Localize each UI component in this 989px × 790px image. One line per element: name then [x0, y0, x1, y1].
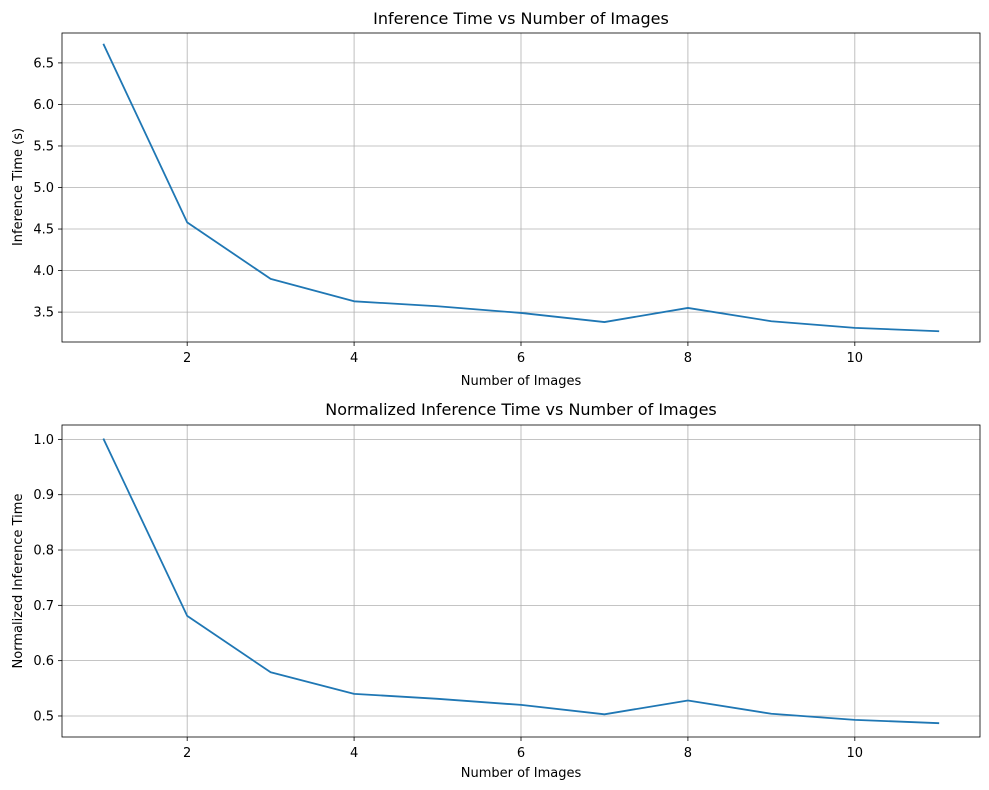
y-tick-label: 6.0	[33, 98, 54, 113]
y-tick-label: 5.5	[33, 139, 54, 154]
x-axis-label: Number of Images	[461, 766, 582, 781]
x-tick-label: 10	[847, 746, 864, 761]
chart-title: Inference Time vs Number of Images	[373, 9, 669, 28]
y-tick-label: 0.8	[33, 544, 54, 559]
series-layer	[102, 438, 940, 725]
x-tick-label: 4	[350, 746, 358, 761]
series-line	[102, 438, 940, 725]
x-tick-label: 2	[183, 746, 191, 761]
y-tick-label: 0.5	[33, 709, 54, 724]
x-tick-label: 6	[517, 746, 525, 761]
grid	[62, 33, 980, 342]
y-tick-label: 5.0	[33, 181, 54, 196]
chart-normalized-inference-time: Normalized Inference Time vs Number of I…	[11, 400, 981, 781]
y-axis-label: Normalized Inference Time	[11, 494, 26, 669]
x-tick-label: 10	[847, 351, 864, 366]
x-tick-label: 4	[350, 351, 358, 366]
y-tick-label: 1.0	[33, 433, 54, 448]
y-tick-label: 0.9	[33, 488, 54, 503]
y-ticks: 0.5 0.6 0.7 0.8 0.9 1.0	[33, 433, 62, 724]
grid	[62, 425, 980, 737]
plot-frame	[61, 424, 981, 738]
series-line	[102, 43, 940, 333]
chart-title: Normalized Inference Time vs Number of I…	[325, 400, 717, 419]
y-axis-label: Inference Time (s)	[11, 128, 26, 246]
y-tick-label: 0.6	[33, 654, 54, 669]
x-axis-label: Number of Images	[461, 374, 582, 389]
y-tick-label: 4.5	[33, 223, 54, 238]
x-tick-label: 8	[684, 746, 692, 761]
plot-frame	[61, 32, 981, 343]
y-ticks: 3.5 4.0 4.5 5.0 5.5 6.0 6.5	[33, 56, 62, 321]
y-tick-label: 0.7	[33, 599, 54, 614]
x-tick-label: 2	[183, 351, 191, 366]
chart-inference-time: Inference Time vs Number of Images 2 4 6 8 1…	[11, 9, 981, 389]
series-layer	[102, 43, 940, 333]
x-tick-label: 6	[517, 351, 525, 366]
x-tick-label: 8	[684, 351, 692, 366]
x-ticks: 2 4 6 8 10	[183, 737, 863, 761]
y-tick-label: 6.5	[33, 56, 54, 71]
y-tick-label: 3.5	[33, 306, 54, 321]
y-tick-label: 4.0	[33, 264, 54, 279]
x-ticks: 2 4 6 8 10	[183, 342, 863, 366]
